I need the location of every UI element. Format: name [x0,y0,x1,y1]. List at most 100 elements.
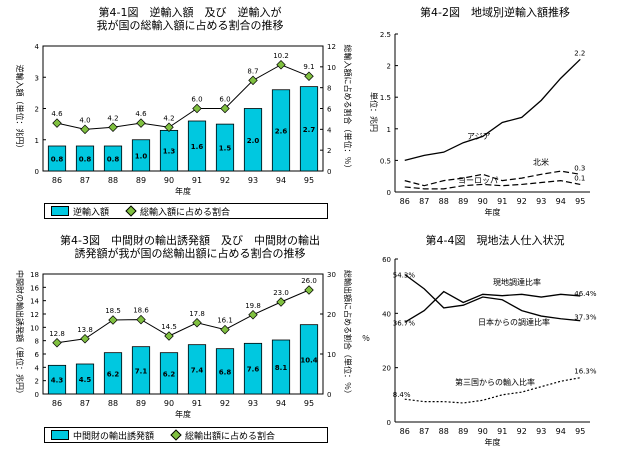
chart2-x-tick-label: 89 [458,197,468,206]
chart4-title-line1: 第4-4図 現地法人仕入状況 [425,234,565,247]
chart1-bar [187,120,207,172]
chart4-series-line [404,273,581,322]
chart3-ratio-marker [192,318,202,328]
chart3-bar [75,363,95,395]
chart1-x-tick-label: 89 [136,176,146,185]
chart2-y-tick-label: 0.5 [380,157,391,165]
chart4-series-line [404,290,581,323]
chart3-bar [47,364,67,395]
chart3-x-tick-label: 86 [52,399,62,408]
chart1-ratio-value-label: 9.1 [303,63,314,71]
chart1-bar-value-label: 1.5 [219,145,232,153]
chart4-y-axis-title: ％ [362,334,370,343]
chart3-bar-value-label: 4.5 [79,376,92,384]
chart3-ratio-value-label: 18.6 [133,307,149,315]
chart4-y-tick-label: 40 [382,310,391,318]
chart1-title: 第4-1図 逆輸入額 及び 逆輸入が 我が国の総輸入額に占める割合の推移 [40,6,340,32]
chart3-bar [243,342,263,395]
chart1-ratio-value-label: 4.6 [51,110,63,118]
chart1-title-line1: 第4-1図 逆輸入額 及び 逆輸入が [98,6,282,19]
chart1-bar [243,108,263,172]
chart3-bar [271,339,291,395]
chart1-legend-line: 総輸入額に占める割合 [140,207,231,218]
chart1-ratio-value-label: 4.2 [163,114,174,122]
chart1-y-tick-label: 1 [35,137,39,145]
chart4-y-tick-label: 60 [382,256,391,264]
chart3-ratio-value-label: 14.5 [161,323,177,331]
chart4-y-tick-label: 0 [387,419,391,427]
chart2-series-line [404,58,581,162]
chart3-y-tick-label: 8 [35,338,39,346]
chart3-bar-value-label: 7.6 [247,366,260,374]
chart3-title-line2: 誘発額が我が国の総輸出額に占める割合の推移 [74,247,306,260]
chart1-ratio-marker [248,75,258,86]
chart3-ratio-value-label: 12.8 [49,330,65,338]
chart4-series-end-label: 46.4% [574,290,597,298]
chart3-ratio-value-label: 19.8 [245,302,261,310]
chart3-ratio-marker [52,338,62,348]
chart1-bar-value-label: 0.8 [51,156,64,164]
chart1-ratio-marker [164,122,174,132]
chart3-legend-bar: 中間財の輸出誘発額 [73,431,155,442]
chart3-x-tick-label: 93 [248,399,258,408]
chart1-bar [47,145,67,172]
chart3-ratio-value-label: 18.5 [105,307,121,315]
chart3-ratio-line [56,289,310,344]
chart2-y-axis-title: 単位：兆円 [369,92,379,132]
chart1-ratio-marker [108,122,118,132]
chart3-legend: 中間財の輸出誘発額 総輸出額に占める割合 [44,427,328,443]
chart3-x-tick-label: 90 [164,399,174,408]
chart3-ratio-value-label: 13.8 [77,326,93,334]
chart3-ratio-marker [304,285,314,295]
chart1-y2-tick-label: 6 [327,106,332,114]
chart3-bar-value-label: 10.4 [300,356,317,364]
chart1-y2-tick-label: 2 [327,147,331,155]
chart1-y-tick-label: 0 [35,168,39,176]
chart1-bar [299,86,319,172]
chart3-y2-axis-title: 総輸出額に占める割合（単位：％） [343,270,353,398]
chart1-y2-tick-label: 10 [327,64,336,72]
chart3-y-tick-label: 10 [30,324,39,332]
chart2-x-tick-label: 86 [400,197,410,206]
chart1-x-tick-label: 88 [108,176,118,185]
chart3-bar [159,352,179,395]
chart3-x-tick-label: 88 [108,399,118,408]
chart1-y2-axis-title: 総輸入額に占める割合（単位：％） [343,45,353,173]
chart3-y-axis-title: 中間財の輸出誘発額（単位：兆円） [15,270,25,398]
chart2-title: 第4-2図 地域別逆輸入額推移 [390,6,600,19]
chart2-x-tick-label: 88 [439,197,449,206]
chart3-ratio-value-label: 26.0 [301,277,317,285]
chart4-series-name-label: 現地調達比率 [493,277,541,287]
chart3-x-tick-label: 95 [304,399,314,408]
chart1-y2-tick-label: 0 [327,168,331,176]
chart3-bar-value-label: 7.4 [191,366,204,374]
chart1-bar-value-label: 1.6 [191,143,204,151]
legend-diamond-marker [170,429,182,441]
chart4-series-start-label: 8.4% [393,391,411,399]
chart3-y-tick-label: 12 [30,311,39,319]
chart1-y-tick-label: 4 [35,43,40,51]
chart3-ratio-marker [220,324,230,335]
chart3-legend-line: 総輸出額に占める割合 [185,431,276,442]
chart2-x-tick-label: 92 [517,197,527,206]
chart3-ratio-value-label: 17.8 [189,310,205,318]
chart3-y-tick-label: 0 [35,391,39,399]
chart4-x-tick-label: 95 [575,427,585,436]
chart3-title: 第4-3図 中間財の輸出誘発額 及び 中間財の輸出 誘発額が我が国の総輸出額に占… [30,234,350,260]
chart1-bar-value-label: 0.8 [107,156,120,164]
chart2-series-end-label: 0.3 [574,164,585,172]
chart2-x-tick-label: 95 [575,197,585,206]
chart4-x-tick-label: 88 [439,427,449,436]
chart1-ratio-marker [220,103,230,114]
chart1-bar-value-label: 2.0 [247,137,260,145]
chart2-series-end-label: 2.2 [574,49,585,57]
chart4-title: 第4-4図 現地法人仕入状況 [390,234,600,247]
chart3-ratio-marker [276,297,286,307]
chart1-ratio-marker [136,118,146,128]
chart1-bar [215,123,235,172]
chart4-x-tick-label: 93 [536,427,546,436]
chart3-x-tick-label: 92 [220,399,230,408]
chart2-x-tick-label: 87 [419,197,429,206]
chart1-bar [103,145,123,172]
